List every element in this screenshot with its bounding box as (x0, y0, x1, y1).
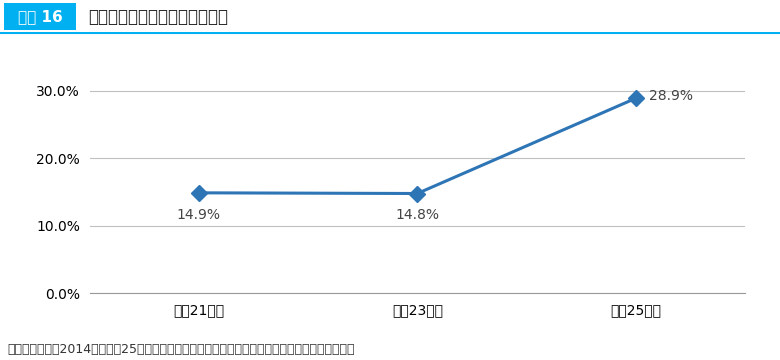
Bar (4, 3, 76, 31)
Text: 14.8%: 14.8% (395, 208, 439, 222)
Text: 企業の災害時応援協定の締結率: 企業の災害時応援協定の締結率 (88, 8, 228, 26)
Text: 図表 16: 図表 16 (18, 9, 62, 24)
Text: 28.9%: 28.9% (649, 89, 693, 103)
Text: 出典：内閣府（2014）「平成25年度企業の事業継続及び防災の取組に関する実態調査」より作成: 出典：内閣府（2014）「平成25年度企業の事業継続及び防災の取組に関する実態調… (8, 343, 356, 356)
Text: 14.9%: 14.9% (177, 208, 221, 222)
